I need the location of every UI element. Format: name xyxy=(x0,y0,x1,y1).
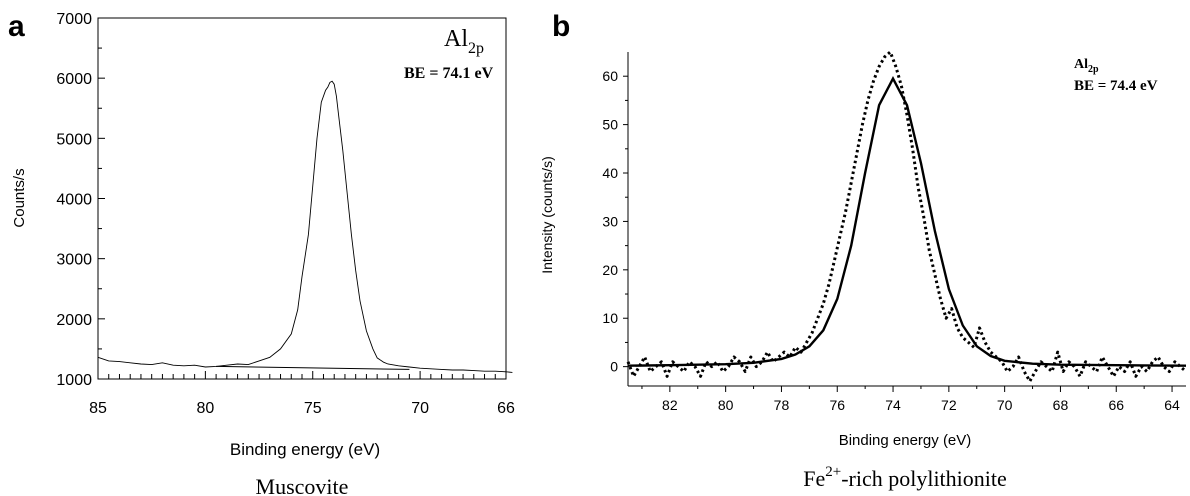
x-tick-label: 64 xyxy=(1164,397,1180,413)
panel-a-y-axis: 1000 2000 3000 4000 5000 6000 7000 xyxy=(56,11,105,389)
panel-b-annotation-element: Al2p xyxy=(1074,57,1099,75)
x-tick-label: 80 xyxy=(718,397,734,413)
x-tick-label: 78 xyxy=(774,397,790,413)
spectrum-line xyxy=(97,80,513,373)
x-tick-label: 70 xyxy=(997,397,1013,413)
panel-a-x-axis: 85 80 75 70 66 xyxy=(89,371,515,417)
panel-a-caption: Muscovite xyxy=(256,474,349,496)
panel-b-caption: Fe2+-rich polylithionite xyxy=(803,464,1007,491)
panel-a-annotation-be: BE = 74.1 eV xyxy=(404,65,494,82)
x-tick-label: 82 xyxy=(662,397,678,413)
x-tick-label: 66 xyxy=(1108,397,1124,413)
y-tick-label: 60 xyxy=(602,68,618,84)
y-tick-label: 20 xyxy=(602,262,618,278)
background-baseline xyxy=(216,365,410,370)
x-tick-label: 70 xyxy=(411,400,429,417)
y-tick-label: 4000 xyxy=(56,192,92,209)
panel-a-annotation-element: Al2p xyxy=(444,26,484,57)
y-tick-label: 10 xyxy=(602,310,618,326)
y-tick-label: 7000 xyxy=(56,11,92,28)
panel-a-series xyxy=(97,80,513,373)
y-tick-label: 6000 xyxy=(56,71,92,88)
x-tick-label: 72 xyxy=(941,397,957,413)
y-tick-label: 3000 xyxy=(56,252,92,269)
x-tick-label: 68 xyxy=(1053,397,1069,413)
panel-b-x-axis: 82 80 78 76 74 72 70 68 66 64 xyxy=(641,386,1180,413)
panel-a-y-axis-label: Counts/s xyxy=(11,168,28,227)
x-tick-label: 74 xyxy=(885,397,901,413)
panel-a-x-axis-label: Binding energy (eV) xyxy=(230,440,380,459)
y-tick-label: 0 xyxy=(610,359,618,375)
panel-b-x-axis-label: Binding energy (eV) xyxy=(839,432,972,449)
x-tick-label: 76 xyxy=(829,397,845,413)
y-tick-label: 2000 xyxy=(56,312,92,329)
y-tick-label: 5000 xyxy=(56,131,92,148)
fitted-curve xyxy=(627,76,1187,367)
panel-b-series xyxy=(626,50,1187,383)
panel-b: b 0 10 20 30 40 50 60 82 80 78 76 74 72 70 68 66 64 Int… xyxy=(539,10,1187,491)
panel-b-y-axis-label: Intensity (counts/s) xyxy=(539,156,555,274)
panel-b-y-axis: 0 10 20 30 40 50 60 xyxy=(602,68,628,375)
x-tick-label: 85 xyxy=(89,400,107,417)
x-tick-label: 66 xyxy=(497,400,515,417)
x-tick-label: 80 xyxy=(196,400,214,417)
measured-spectrum-dotted xyxy=(626,50,1187,383)
y-tick-label: 1000 xyxy=(56,372,92,389)
x-tick-label: 75 xyxy=(304,400,322,417)
panel-b-annotation-be: BE = 74.4 eV xyxy=(1074,78,1158,94)
y-tick-label: 50 xyxy=(602,117,618,133)
panel-a-label: a xyxy=(8,10,25,43)
panel-b-label: b xyxy=(552,10,570,43)
y-tick-label: 40 xyxy=(602,165,618,181)
y-tick-label: 30 xyxy=(602,213,618,229)
panel-a: a 1000 2000 3000 4000 5000 6000 7000 85 80 75 70 6… xyxy=(8,10,515,496)
